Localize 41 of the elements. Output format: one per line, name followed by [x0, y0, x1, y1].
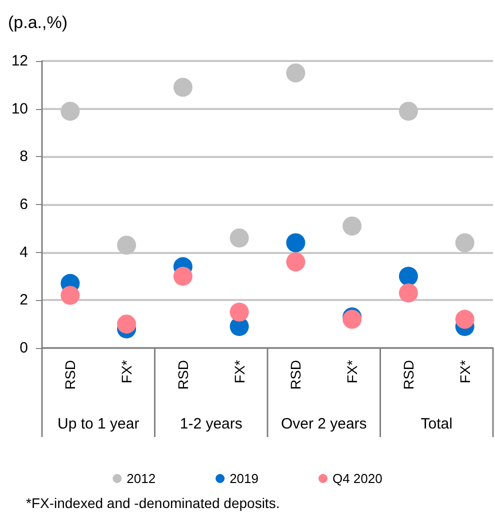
y-tick-label: 2	[20, 292, 28, 309]
x-tick-label: RSD	[174, 360, 191, 390]
legend-label: Q4 2020	[332, 471, 382, 486]
x-tick-label: RSD	[288, 360, 304, 390]
point	[286, 233, 306, 252]
y-axis-title: (p.a.,%)	[8, 13, 68, 32]
point	[117, 236, 136, 255]
x-tick-label: RSD	[400, 360, 416, 390]
point	[398, 283, 418, 302]
point	[455, 310, 474, 329]
point	[117, 314, 136, 334]
point	[230, 228, 249, 248]
point	[60, 102, 80, 121]
text: 1-2 years	[180, 416, 242, 432]
y-tick-label: 4	[20, 244, 28, 261]
point	[398, 102, 418, 121]
y-tick-label: 12	[11, 52, 28, 70]
point	[173, 78, 192, 97]
y-tick-label: 8	[20, 148, 28, 166]
x-tick-label: FX*	[231, 359, 248, 384]
legend-label: 2019	[230, 471, 258, 486]
legend-label: 2012	[126, 471, 156, 486]
x-tick-label: RSD	[62, 360, 78, 390]
text: *FX-indexed and -denominated deposits.	[26, 495, 280, 511]
point	[455, 233, 474, 252]
text: Over 2 years	[280, 416, 367, 432]
point	[342, 216, 362, 236]
point	[398, 266, 418, 286]
x-tick-label: FX*	[456, 359, 473, 384]
x-tick-label: FX*	[344, 359, 360, 384]
point	[230, 302, 249, 322]
text: Up to 1 year	[58, 416, 140, 432]
y-tick-label: 6	[20, 196, 28, 213]
x-tick-label: FX*	[118, 359, 135, 384]
point	[286, 252, 306, 272]
point	[60, 286, 80, 305]
text: Total	[420, 416, 452, 432]
point	[173, 266, 192, 286]
point	[286, 63, 306, 82]
y-tick-label: 0	[20, 340, 28, 356]
y-tick-label: 10	[11, 100, 28, 118]
